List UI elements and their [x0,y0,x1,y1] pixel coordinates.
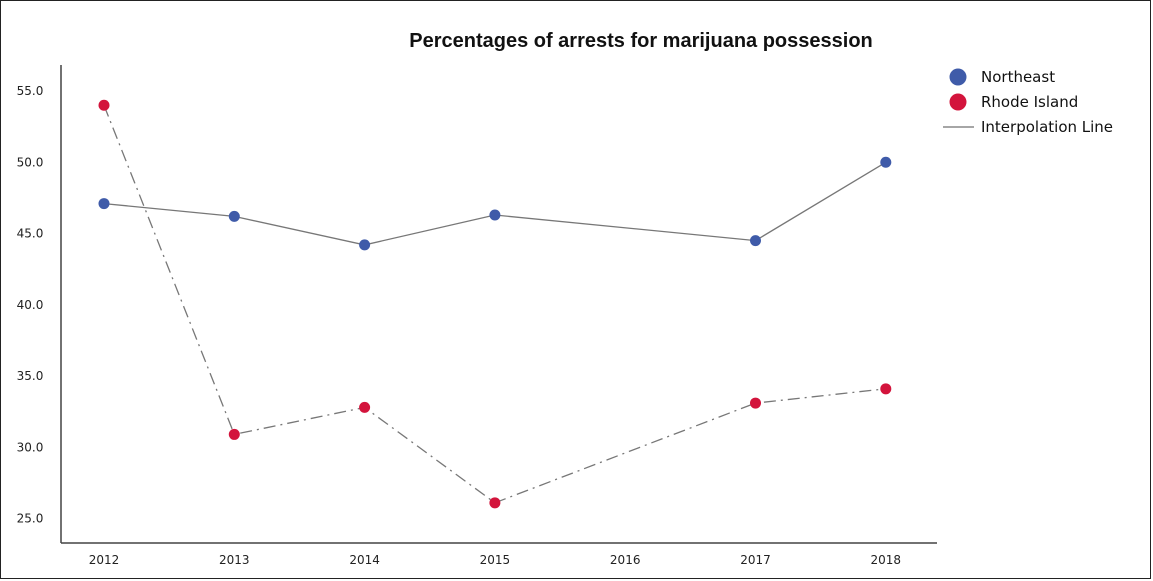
y-tick-label: 45.0 [17,227,44,241]
data-point-northeast [228,210,240,222]
legend-marker [949,93,967,111]
y-tick-label: 30.0 [17,440,44,454]
data-point-rhode-island [228,428,240,440]
x-tick-label: 2015 [480,553,511,567]
data-point-northeast [489,209,501,221]
y-tick-label: 50.0 [17,155,44,169]
y-tick-labels: 25.0 30.0 35.0 40.0 45.0 50.0 55.0 [17,84,44,526]
data-point-northeast [880,156,892,168]
legend: Northeast Rhode Island Interpolation Line [943,68,1113,136]
legend-marker [949,68,967,86]
data-point-rhode-island [359,401,371,413]
series-line-northeast [103,161,887,246]
legend-label: Northeast [981,68,1055,86]
data-point-rhode-island [489,497,501,509]
y-tick-label: 25.0 [17,512,44,526]
series-points [98,99,892,509]
x-tick-label: 2013 [219,553,250,567]
chart-title: Percentages of arrests for marijuana pos… [409,30,873,52]
x-tick-label: 2012 [89,553,120,567]
data-point-rhode-island [750,397,761,409]
y-tick-label: 40.0 [17,298,44,312]
y-tick-label: 35.0 [17,369,44,383]
data-point-northeast [359,239,371,251]
x-tick-label: 2016 [610,553,641,567]
y-tick-label: 55.0 [17,84,44,98]
data-point-northeast [98,198,110,210]
data-point-northeast [750,235,761,247]
x-tick-label: 2018 [871,553,902,567]
x-tick-label: 2014 [349,553,380,567]
series-lines [103,105,887,504]
data-point-rhode-island [98,99,110,111]
legend-label: Rhode Island [981,93,1078,111]
x-tick-labels: 2012 2013 2014 2015 2016 2017 2018 [89,553,901,567]
x-tick-label: 2017 [740,553,771,567]
data-point-rhode-island [880,383,892,395]
legend-label: Interpolation Line [981,118,1113,136]
series-line-rhode-island [103,105,886,504]
